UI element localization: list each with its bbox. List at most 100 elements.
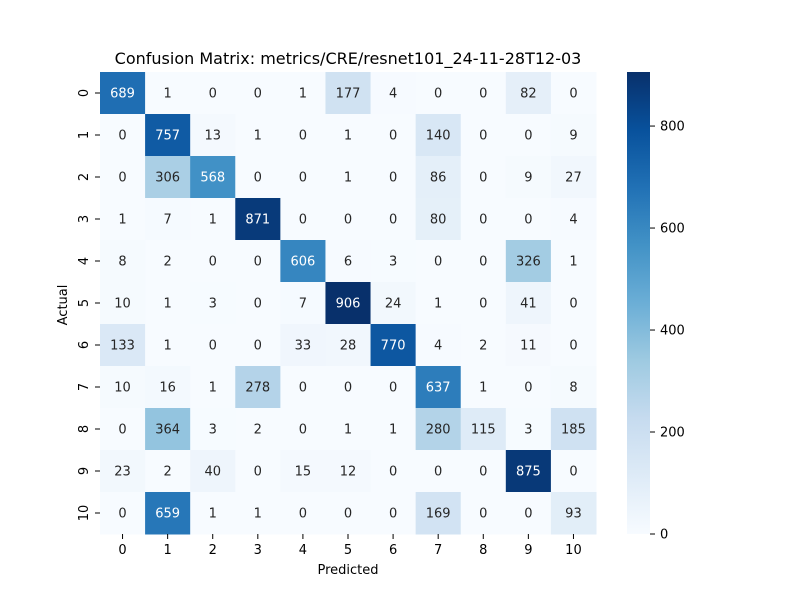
cell-label-r5-c9: 41 — [520, 297, 537, 312]
y-tick-label-2: 2 — [77, 173, 92, 181]
x-tick-label-7: 7 — [434, 543, 442, 558]
heatmap-cell-r6-c5 — [325, 324, 372, 367]
cell-label-r5-c2: 3 — [209, 297, 217, 312]
heatmap-cell-r8-c3 — [235, 408, 281, 451]
heatmap-cell-r5-c1 — [145, 282, 191, 325]
cell-label-r4-c8: 0 — [479, 255, 487, 270]
heatmap-cell-r0-c4 — [280, 72, 326, 115]
heatmap-cell-r4-c9 — [505, 240, 552, 283]
heatmap-cell-r7-c8 — [460, 366, 507, 409]
cell-label-r9-c1: 2 — [163, 465, 171, 480]
heatmap-cell-r8-c2 — [190, 408, 236, 451]
heatmap-cell-r6-c7 — [415, 324, 462, 367]
cell-label-r5-c8: 0 — [479, 297, 487, 312]
colorbar-tick-label-1: 200 — [660, 426, 685, 441]
cell-label-r5-c0: 10 — [114, 297, 131, 312]
cell-label-r7-c5: 0 — [344, 381, 352, 396]
cell-label-r3-c5: 0 — [344, 213, 352, 228]
cell-label-r0-c6: 4 — [389, 87, 397, 102]
cell-label-r0-c2: 0 — [209, 87, 217, 102]
cell-label-r8-c5: 1 — [344, 423, 352, 438]
heatmap-cell-r6-c10 — [550, 324, 597, 367]
heatmap-cell-r6-c6 — [370, 324, 417, 367]
heatmap-cell-r1-c8 — [460, 114, 507, 157]
cell-label-r5-c5: 906 — [336, 297, 361, 312]
cell-label-r5-c10: 0 — [569, 297, 577, 312]
cell-label-r7-c0: 10 — [114, 381, 131, 396]
heatmap-cell-r3-c4 — [280, 198, 326, 241]
cell-label-r2-c9: 9 — [524, 171, 532, 186]
cell-label-r7-c1: 16 — [159, 381, 176, 396]
x-axis-label: Predicted — [317, 563, 378, 578]
heatmap-cell-r10-c9 — [505, 492, 552, 535]
cell-label-r1-c3: 1 — [254, 129, 262, 144]
heatmap-cell-r10-c4 — [280, 492, 326, 535]
cell-label-r4-c10: 1 — [569, 255, 577, 270]
heatmap-cell-r7-c9 — [505, 366, 552, 409]
cell-label-r4-c0: 8 — [118, 255, 126, 270]
heatmap-cell-r6-c9 — [505, 324, 552, 367]
cell-label-r3-c3: 871 — [245, 213, 270, 228]
heatmap-cell-r2-c5 — [325, 156, 372, 199]
heatmap-cell-r5-c4 — [280, 282, 326, 325]
heatmap-cell-r2-c2 — [190, 156, 236, 199]
heatmap-cell-r9-c9 — [505, 450, 552, 493]
cell-label-r7-c4: 0 — [299, 381, 307, 396]
heatmap-cell-r1-c3 — [235, 114, 281, 157]
x-tick-label-6: 6 — [389, 543, 397, 558]
heatmap-cell-r8-c1 — [145, 408, 191, 451]
heatmap-cell-r3-c0 — [100, 198, 146, 241]
cell-label-r7-c7: 637 — [426, 381, 451, 396]
heatmap-cell-r3-c9 — [505, 198, 552, 241]
cell-label-r1-c4: 0 — [299, 129, 307, 144]
cell-label-r9-c2: 40 — [204, 465, 221, 480]
cell-label-r6-c9: 11 — [520, 339, 537, 354]
cell-label-r1-c2: 13 — [204, 129, 221, 144]
heatmap-cell-r10-c5 — [325, 492, 372, 535]
cell-label-r1-c8: 0 — [479, 129, 487, 144]
heatmap-cell-r10-c6 — [370, 492, 417, 535]
heatmap-cell-r10-c7 — [415, 492, 462, 535]
x-tick-label-9: 9 — [524, 543, 532, 558]
cell-label-r0-c10: 0 — [569, 87, 577, 102]
cell-label-r2-c1: 306 — [155, 171, 180, 186]
cell-value-labels: 689 1 0 0 1 177 4 0 0 82 00 757 13 1 0 1 0 140 0 0 90 306 568 0… — [110, 87, 586, 522]
cell-label-r7-c3: 278 — [245, 381, 270, 396]
heatmap-cell-r5-c6 — [370, 282, 417, 325]
cell-label-r8-c2: 3 — [209, 423, 217, 438]
cell-label-r0-c7: 0 — [434, 87, 442, 102]
colorbar-tick-label-4: 800 — [660, 120, 685, 135]
cell-label-r2-c7: 86 — [430, 171, 447, 186]
cell-label-r7-c10: 8 — [569, 381, 577, 396]
heatmap-cell-r2-c4 — [280, 156, 326, 199]
heatmap-cell-r1-c0 — [100, 114, 146, 157]
heatmap-cell-r4-c7 — [415, 240, 462, 283]
cell-label-r9-c7: 0 — [434, 465, 442, 480]
heatmap-cell-r6-c3 — [235, 324, 281, 367]
cell-label-r3-c1: 7 — [163, 213, 171, 228]
cell-label-r10-c10: 93 — [565, 507, 582, 522]
colorbar-tick-label-2: 400 — [660, 324, 685, 339]
heatmap-cell-r7-c7 — [415, 366, 462, 409]
heatmap-cell-r0-c1 — [145, 72, 191, 115]
heatmap-cell-r9-c0 — [100, 450, 146, 493]
heatmap-cell-r0-c9 — [505, 72, 552, 115]
heatmap-cell-r10-c0 — [100, 492, 146, 535]
cell-label-r5-c7: 1 — [434, 297, 442, 312]
heatmap-cell-r7-c0 — [100, 366, 146, 409]
cell-label-r1-c5: 1 — [344, 129, 352, 144]
heatmap-cell-r10-c2 — [190, 492, 236, 535]
cell-label-r2-c3: 0 — [254, 171, 262, 186]
heatmap-cell-r9-c10 — [550, 450, 597, 493]
x-tick-label-8: 8 — [479, 543, 487, 558]
cell-label-r3-c0: 1 — [118, 213, 126, 228]
heatmap-cell-r0-c6 — [370, 72, 417, 115]
cell-label-r1-c6: 0 — [389, 129, 397, 144]
colorbar: 0 200 400 600 800 — [627, 72, 685, 543]
cell-label-r5-c4: 7 — [299, 297, 307, 312]
cell-label-r6-c3: 0 — [254, 339, 262, 354]
heatmap-cell-r0-c0 — [100, 72, 146, 115]
heatmap-cell-r6-c0 — [100, 324, 146, 367]
x-tick-label-3: 3 — [254, 543, 262, 558]
